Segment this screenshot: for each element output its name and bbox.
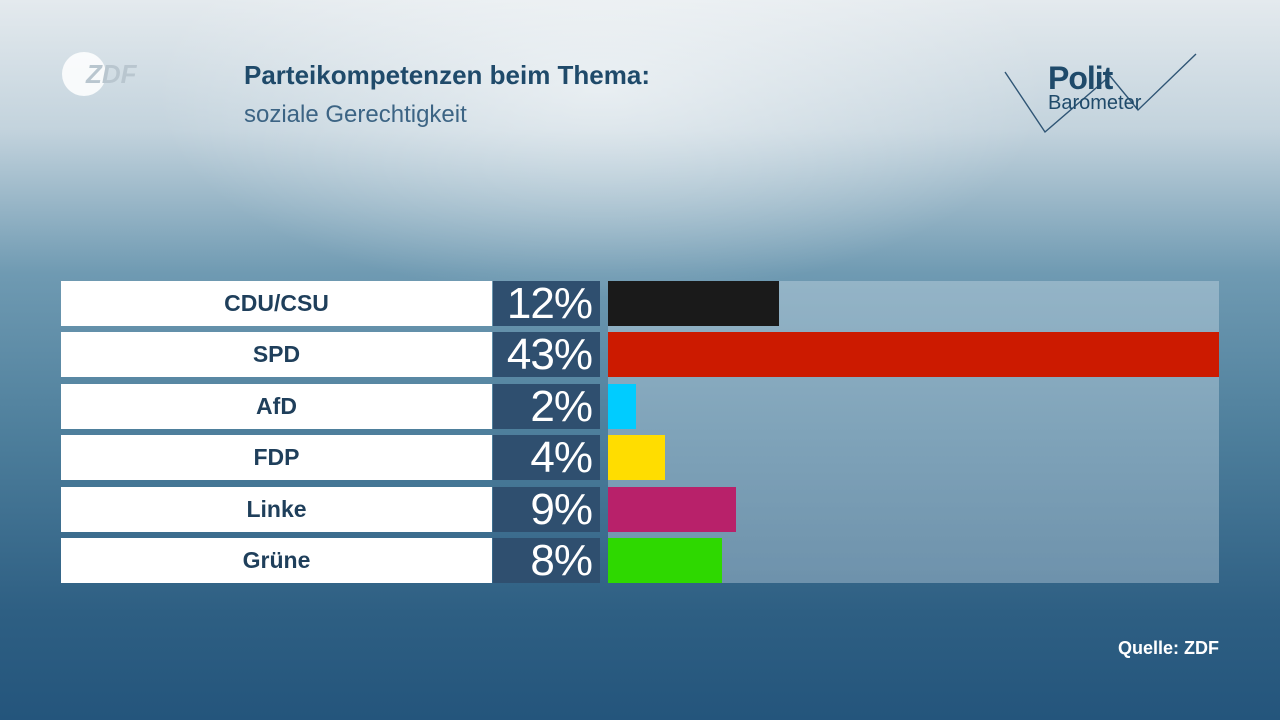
polit-logo-line1: Polit <box>1048 60 1113 96</box>
bar <box>608 538 722 583</box>
chart-panel <box>608 281 1219 583</box>
zdf-logo: ZDF <box>60 50 150 98</box>
bar-label: CDU/CSU <box>61 281 492 326</box>
bar-label: SPD <box>61 332 492 377</box>
background-glow <box>150 0 1050 300</box>
bar-value-label: 8% <box>493 536 600 585</box>
bar-value-label: 4% <box>493 433 600 482</box>
bar-label: FDP <box>61 435 492 480</box>
bar-label: Linke <box>61 487 492 532</box>
bar <box>608 435 665 480</box>
chart-title: Parteikompetenzen beim Thema: <box>244 60 650 90</box>
bar <box>608 487 736 532</box>
bar <box>608 281 779 326</box>
source-note: Quelle: ZDF <box>1117 638 1219 658</box>
bar <box>608 384 636 429</box>
chart-subtitle: soziale Gerechtigkeit <box>244 101 467 128</box>
zdf-logo-text: ZDF <box>85 59 138 89</box>
bar-value-label: 9% <box>493 485 600 534</box>
title-block: Parteikompetenzen beim Thema: soziale Ge… <box>244 60 650 129</box>
bar <box>608 332 1219 377</box>
bar-label: AfD <box>61 384 492 429</box>
bar-value-label: 12% <box>493 279 600 328</box>
bar-value-label: 2% <box>493 382 600 431</box>
bar-label: Grüne <box>61 538 492 583</box>
bar-value-label: 43% <box>493 330 600 379</box>
polit-logo-line2: Barometer <box>1048 92 1142 114</box>
politbarometer-logo: Polit Barometer <box>1000 50 1200 140</box>
